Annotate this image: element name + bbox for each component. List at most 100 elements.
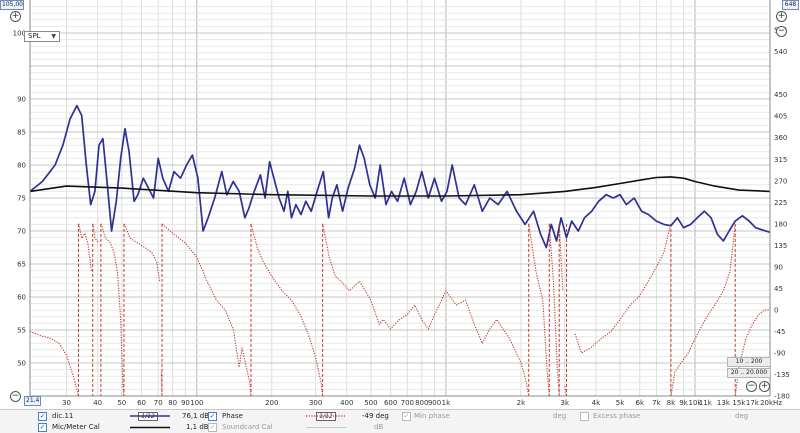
checkbox-excess-phase[interactable] bbox=[580, 412, 589, 421]
series-lines bbox=[29, 104, 771, 397]
legend-label-mic-cal: Mic/Meter Cal bbox=[52, 423, 100, 431]
y2-tick-label: 270 bbox=[774, 177, 787, 185]
x-tick-label: 20kHz bbox=[760, 399, 782, 407]
y2-tick-label: -180 bbox=[774, 393, 790, 401]
spl-phase-chart: 50 55 60 65 70 75 80 85 90 100 -180 -135 -90 -45 0 45 90… bbox=[13, 0, 790, 407]
x-tick-label: 1k bbox=[442, 399, 451, 407]
series-phase-line bbox=[123, 223, 161, 282]
y2-tick-label: 450 bbox=[774, 91, 787, 99]
legend-label-excess-phase: Excess phase bbox=[593, 412, 641, 420]
y-axis-max-field[interactable]: 105,00 bbox=[0, 0, 24, 10]
y-tick-label: 70 bbox=[17, 228, 26, 236]
series-cal-line bbox=[29, 176, 771, 197]
series-phase-line bbox=[548, 223, 560, 397]
x-tick-label: 40 bbox=[93, 399, 102, 407]
legend-label-min-phase: Min phase bbox=[414, 412, 450, 420]
y2-tick-label: 0 bbox=[774, 306, 778, 314]
zoom-in-x-icon[interactable]: + bbox=[759, 381, 770, 392]
series-phase-line bbox=[29, 330, 80, 397]
y-tick-label: 80 bbox=[17, 162, 26, 170]
series-phase-line bbox=[92, 223, 100, 244]
x-tick-label: 100 bbox=[190, 399, 203, 407]
x-tick-label: 3k bbox=[561, 399, 570, 407]
y-tick-label: 60 bbox=[17, 294, 26, 302]
y-tick-label: 85 bbox=[17, 129, 26, 137]
y2-tick-label: 45 bbox=[774, 285, 783, 293]
x-tick-label: 900 bbox=[428, 399, 441, 407]
x-tick-label: 400 bbox=[340, 399, 353, 407]
checkbox-min-phase[interactable]: ✓ bbox=[402, 412, 411, 421]
series-phase-line bbox=[161, 223, 252, 397]
legend-row-2: ✓ Mic/Meter Cal 1,1 dB ✓ Soundcard Cal d… bbox=[0, 422, 800, 433]
legend-label-phase: Phase bbox=[222, 412, 243, 420]
y2-tick-label: -90 bbox=[774, 349, 785, 357]
zoom-in-left-icon[interactable]: + bbox=[10, 11, 21, 22]
x-tick-label: 30 bbox=[62, 399, 71, 407]
x-tick-label: 13k bbox=[717, 399, 731, 407]
y2-tick-label: 180 bbox=[774, 220, 787, 228]
x-tick-label: 5k bbox=[616, 399, 625, 407]
y2-tick-label: 405 bbox=[774, 113, 787, 121]
y-tick-label: 75 bbox=[17, 195, 26, 203]
series-phase-line bbox=[322, 223, 530, 397]
x-tick-label: 7k bbox=[652, 399, 661, 407]
x-tick-label: 8k bbox=[667, 399, 676, 407]
legend-value-spl: 76,1 dB bbox=[182, 412, 210, 420]
x-tick-label: 300 bbox=[309, 399, 322, 407]
checkbox-spl[interactable]: ✓ bbox=[38, 412, 47, 421]
y2-tick-label: 540 bbox=[774, 48, 787, 56]
y-tick-label: 65 bbox=[17, 261, 26, 269]
x-tick-label: 60 bbox=[137, 399, 146, 407]
x-tick-label: 70 bbox=[154, 399, 163, 407]
legend-value-phase: -49 deg bbox=[362, 412, 389, 420]
x-tick-label: 11k bbox=[699, 399, 713, 407]
phase-wrap-markers bbox=[77, 223, 736, 396]
legend-unit-soundcard-cal: dB bbox=[374, 423, 384, 431]
y2-tick-label: 360 bbox=[774, 134, 787, 142]
chevron-down-icon: ▼ bbox=[51, 33, 56, 40]
zoom-out-right-icon[interactable]: − bbox=[776, 26, 787, 37]
checkbox-soundcard-cal[interactable]: ✓ bbox=[208, 423, 217, 432]
x-tick-label: 200 bbox=[265, 399, 278, 407]
grid bbox=[30, 0, 771, 396]
y2-tick-label: 90 bbox=[774, 263, 783, 271]
y2-tick-label: 315 bbox=[774, 156, 787, 164]
x-tick-label: 500 bbox=[364, 399, 377, 407]
y2-tick-label: 225 bbox=[774, 199, 787, 207]
y-tick-label: 90 bbox=[17, 96, 26, 104]
series-phase-line bbox=[100, 223, 125, 397]
spl-selector[interactable]: SPL ▼ bbox=[24, 31, 60, 42]
x-tick-label: 2k bbox=[517, 399, 526, 407]
x-tick-label: 6k bbox=[635, 399, 644, 407]
series-phase-line bbox=[78, 223, 93, 272]
legend-unit-min-phase: deg bbox=[553, 412, 567, 420]
series-phase-line bbox=[250, 223, 324, 397]
zoom-out-left-icon[interactable]: − bbox=[10, 391, 21, 402]
legend-swatches bbox=[130, 415, 346, 429]
checkbox-mic-cal[interactable]: ✓ bbox=[38, 423, 47, 432]
x-tick-label: 50 bbox=[117, 399, 126, 407]
x-tick-label: 17k bbox=[746, 399, 760, 407]
range-button-10-200[interactable]: 10 .. 200 bbox=[727, 357, 771, 367]
y2-tick-label: 135 bbox=[774, 242, 787, 250]
x-axis-min-field[interactable]: 21,4 bbox=[24, 396, 41, 406]
zoom-in-right-icon[interactable]: + bbox=[776, 11, 787, 22]
checkbox-phase[interactable]: ✓ bbox=[208, 412, 217, 421]
legend-label-soundcard-cal: Soundcard Cal bbox=[222, 423, 273, 431]
y-tick-label: 50 bbox=[17, 360, 26, 368]
legend-unit-excess-phase: deg bbox=[735, 412, 749, 420]
y2-tick-label: -45 bbox=[774, 328, 785, 336]
x-tick-label: 800 bbox=[415, 399, 428, 407]
series-phase-line bbox=[564, 386, 568, 397]
y-tick-label: 55 bbox=[17, 327, 26, 335]
x-tick-label: 600 bbox=[384, 399, 397, 407]
legend-value-mic-cal: 1,1 dB bbox=[186, 423, 209, 431]
zoom-out-x-icon[interactable]: − bbox=[746, 381, 757, 392]
tick-labels: 50 55 60 65 70 75 80 85 90 100 -180 -135 -90 -45 0 45 90… bbox=[13, 27, 790, 407]
range-button-20-20000[interactable]: 20 .. 20.000 bbox=[727, 368, 771, 378]
series-spl-line bbox=[29, 104, 771, 249]
y2-axis-max-field[interactable]: 648 bbox=[782, 0, 799, 10]
x-tick-label: 80 bbox=[168, 399, 177, 407]
spl-selector-value: SPL bbox=[28, 32, 41, 40]
y2-tick-label: -135 bbox=[774, 371, 790, 379]
